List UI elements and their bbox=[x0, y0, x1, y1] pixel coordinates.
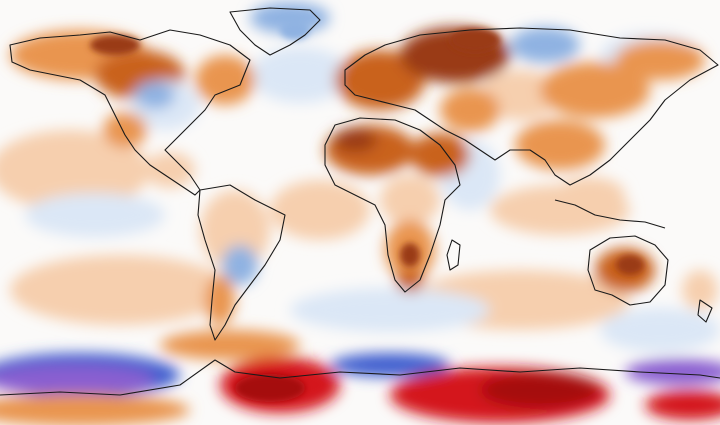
anomaly-patch bbox=[396, 268, 424, 292]
anomaly-patch bbox=[103, 112, 147, 148]
anomaly-patch bbox=[0, 365, 155, 395]
north-america-coastline bbox=[9, 29, 251, 196]
south-america-coastline bbox=[197, 184, 286, 341]
eurasia-coastline bbox=[344, 27, 719, 186]
anomaly-patch bbox=[280, 20, 310, 40]
anomaly-patch bbox=[540, 62, 650, 118]
new-zealand-coastline bbox=[697, 299, 713, 323]
anomaly-patch bbox=[235, 374, 305, 402]
anomaly-patch bbox=[682, 270, 718, 310]
anomaly-detail bbox=[90, 20, 644, 402]
anomaly-patch bbox=[510, 27, 580, 63]
anomaly-patch bbox=[615, 40, 705, 80]
anomaly-patch bbox=[450, 28, 500, 52]
antarctica-coastline bbox=[0, 359, 720, 396]
anomaly-patch bbox=[645, 390, 720, 420]
anomaly-patch bbox=[480, 70, 560, 120]
greenland-coastline bbox=[229, 7, 321, 56]
anomaly-patch bbox=[410, 133, 470, 177]
anomaly-patch bbox=[222, 245, 258, 285]
anomaly-patch bbox=[145, 152, 195, 188]
anomaly-patch bbox=[333, 128, 377, 152]
anomaly-patch bbox=[205, 275, 235, 325]
australia-coastline bbox=[587, 235, 669, 306]
anomaly-patch bbox=[90, 35, 140, 55]
anomaly-patch bbox=[380, 175, 440, 225]
anomaly-patch bbox=[600, 308, 720, 352]
anomaly-patch bbox=[250, 47, 350, 103]
anomaly-patch bbox=[625, 359, 720, 385]
anomaly-patch bbox=[195, 55, 255, 105]
anomaly-patch bbox=[440, 88, 500, 132]
africa-coastline bbox=[324, 117, 461, 293]
anomaly-patch bbox=[160, 330, 300, 360]
madagascar-coastline bbox=[446, 239, 461, 271]
anomaly-patch bbox=[200, 190, 270, 270]
anomaly-patch bbox=[270, 180, 370, 240]
anomaly-patch bbox=[515, 120, 605, 170]
anomaly-patch bbox=[10, 255, 230, 325]
anomaly-patch bbox=[330, 353, 450, 377]
anomaly-patch bbox=[616, 255, 644, 275]
anomaly-patch bbox=[290, 288, 490, 332]
anomaly-patch bbox=[480, 372, 600, 408]
anomaly-patch bbox=[400, 243, 420, 267]
anomaly-patch bbox=[0, 130, 150, 210]
indonesia-coastline bbox=[554, 199, 666, 229]
anomaly-patch bbox=[0, 394, 190, 425]
anomaly-patch bbox=[335, 50, 425, 110]
coastlines bbox=[0, 7, 720, 396]
anomaly-patch bbox=[135, 81, 175, 109]
anomaly-patch bbox=[25, 193, 165, 237]
